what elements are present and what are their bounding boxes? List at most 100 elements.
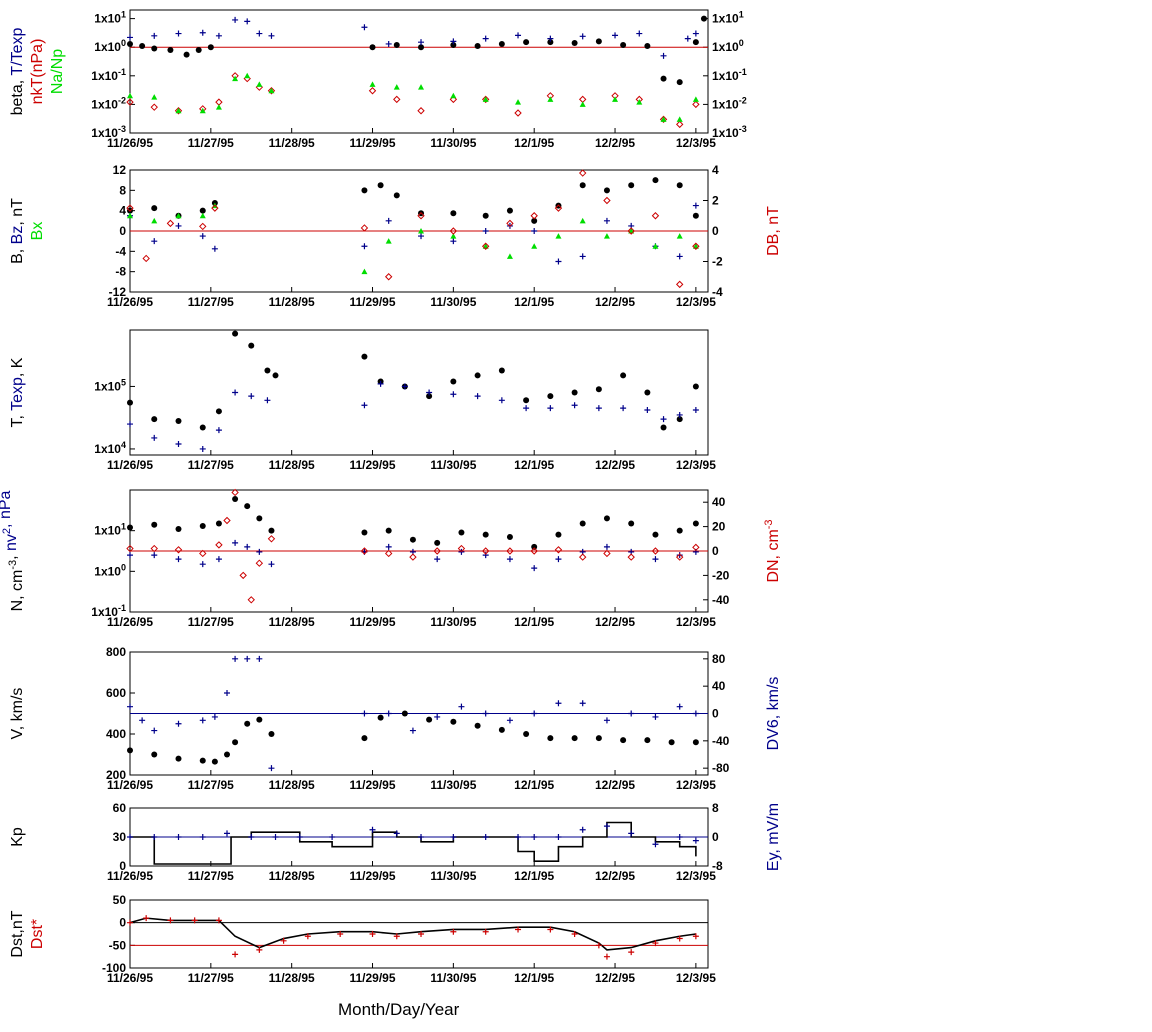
left-axis-label-B: B, Bz, nT xyxy=(9,198,26,264)
data-point-T-plus xyxy=(377,380,384,387)
data-point-T-plus xyxy=(644,406,651,413)
data-point-V-circle xyxy=(474,722,481,729)
data-point-N-circle xyxy=(215,520,222,527)
date-tick-label: 12/1/95 xyxy=(514,615,554,629)
data-point-T-circle xyxy=(199,424,206,431)
data-point-beta-plus xyxy=(268,32,275,39)
data-point-N-circle xyxy=(506,533,513,540)
left-tick-label-T: 1x105 xyxy=(94,377,126,393)
data-point-B-circle xyxy=(652,177,659,184)
plot-frame-T xyxy=(129,329,709,456)
data-point-beta-triangle xyxy=(232,75,239,82)
date-tick-label: 11/29/95 xyxy=(349,778,395,792)
data-point-beta-diamond xyxy=(267,87,276,95)
data-point-beta-triangle xyxy=(515,99,522,105)
data-point-beta-circle xyxy=(418,44,425,51)
data-point-beta-diamond xyxy=(675,120,684,129)
data-point-N-diamond xyxy=(578,553,587,561)
data-point-V-plus xyxy=(603,717,610,724)
data-point-N-plus xyxy=(434,556,441,563)
left-tick-label-T: 1x104 xyxy=(94,440,126,456)
data-point-beta-circle xyxy=(498,40,505,47)
data-point-N-plus xyxy=(385,543,392,550)
left-axis-label3-beta: Na/Np xyxy=(49,49,66,94)
data-point-beta-plus xyxy=(482,35,489,42)
data-point-Dst-plus xyxy=(127,919,133,926)
data-point-N-circle xyxy=(603,515,610,522)
date-tick-label: 12/1/95 xyxy=(514,869,554,883)
date-tick-label: 12/3/95 xyxy=(676,458,716,472)
date-tick-label: 12/1/95 xyxy=(514,971,554,985)
data-point-V-circle xyxy=(199,757,206,764)
data-point-N-circle xyxy=(151,521,158,528)
data-point-N-diamond xyxy=(239,571,247,580)
date-tick-label: 11/28/95 xyxy=(269,136,315,150)
data-point-V-circle xyxy=(224,751,231,758)
data-point-beta-circle xyxy=(393,41,400,48)
data-point-N-circle xyxy=(628,520,635,527)
data-point-N-diamond xyxy=(223,516,231,525)
data-point-V-plus xyxy=(409,727,416,734)
right-axis-label-B: DB, nT xyxy=(765,206,782,256)
date-tick-label: 11/30/95 xyxy=(430,295,476,309)
left-axis-label-T: T, Texp, K xyxy=(9,357,26,427)
data-point-B-triangle xyxy=(603,233,610,239)
date-tick-label: 11/28/95 xyxy=(269,869,315,883)
date-tick-label: 12/3/95 xyxy=(676,615,716,629)
left-tick-label-beta: 1x10-1 xyxy=(91,67,126,83)
data-point-B-diamond xyxy=(627,227,635,235)
date-tick-label: 12/3/95 xyxy=(676,295,716,309)
data-point-V-plus xyxy=(151,727,158,734)
data-point-T-plus xyxy=(401,383,408,390)
data-point-V-circle xyxy=(268,731,275,737)
date-tick-label: 12/3/95 xyxy=(676,778,716,792)
data-point-V-plus xyxy=(244,655,251,662)
date-tick-label: 11/26/95 xyxy=(107,971,153,985)
data-point-beta-circle xyxy=(660,75,667,82)
data-point-N-diamond xyxy=(675,553,684,561)
data-point-beta-diamond xyxy=(150,103,158,111)
data-point-beta-circle xyxy=(692,39,699,46)
data-point-V-circle xyxy=(644,737,651,744)
data-point-beta-plus xyxy=(385,40,392,47)
data-point-B-diamond xyxy=(211,204,219,212)
data-point-V-circle xyxy=(232,739,239,746)
data-point-N-diamond xyxy=(384,549,393,558)
data-point-N-plus xyxy=(506,556,513,563)
data-point-N-diamond xyxy=(481,547,490,555)
data-point-beta-plus xyxy=(692,30,699,37)
data-point-B-triangle xyxy=(175,212,182,219)
right-tick-label-N: 0 xyxy=(712,544,719,558)
date-tick-label: 11/28/95 xyxy=(269,295,315,309)
data-point-V-plus xyxy=(127,703,133,710)
data-point-B-triangle xyxy=(361,268,368,275)
data-point-B-circle xyxy=(377,182,384,189)
data-point-beta-plus xyxy=(199,29,206,36)
data-point-T-plus xyxy=(426,389,433,396)
date-tick-label: 11/28/95 xyxy=(269,615,315,629)
date-tick-label: 11/27/95 xyxy=(188,778,234,792)
data-point-T-plus xyxy=(595,405,602,412)
data-point-beta-triangle xyxy=(244,72,251,79)
data-point-Dst-plus xyxy=(215,917,222,924)
data-point-beta-plus xyxy=(127,34,133,41)
data-point-Kp-plus xyxy=(628,830,635,837)
data-point-T-circle xyxy=(127,399,133,406)
data-point-B-triangle xyxy=(418,228,425,234)
left-axis-label2-Dst: Dst* xyxy=(29,919,46,949)
data-point-B-diamond xyxy=(166,219,175,228)
data-point-Kp-plus xyxy=(418,834,425,840)
data-point-Kp-plus xyxy=(531,834,538,840)
data-point-B-triangle xyxy=(652,243,659,249)
right-tick-label-beta: 1x10-1 xyxy=(712,67,747,83)
date-tick-label: 11/29/95 xyxy=(349,869,395,883)
date-tick-label: 11/27/95 xyxy=(188,295,234,309)
data-point-T-plus xyxy=(547,405,554,412)
data-point-N-plus xyxy=(531,565,538,572)
left-tick-label-beta: 1x10-2 xyxy=(91,95,126,111)
data-point-Dst-plus xyxy=(603,953,610,960)
left-tick-label-B: 0 xyxy=(119,224,126,238)
data-point-B-diamond xyxy=(126,204,134,212)
right-tick-label-V: -40 xyxy=(712,734,730,748)
data-point-beta-triangle xyxy=(547,96,554,102)
